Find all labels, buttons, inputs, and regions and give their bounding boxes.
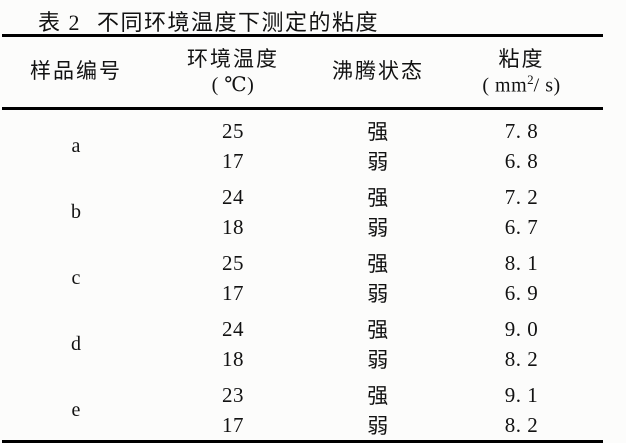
temperature-cell: 17 [222,412,244,437]
caption-label: 表 2 [38,10,82,35]
boiling-cell: 弱 [367,348,389,372]
sample-id-cell: b [71,200,81,223]
header-sample-id: 样品编号 [2,35,150,110]
boiling-cell: 弱 [367,150,389,174]
viscosity-cell: 6. 9 [504,280,539,305]
table-row: b 24 强 7. 2 [2,176,603,223]
table-row: 18 弱 6. 7 [2,212,603,242]
viscosity-cell: 9. 1 [504,382,539,407]
header-temperature-label: 环境温度 [187,47,279,72]
viscosity-cell: 8. 1 [504,250,539,275]
boiling-cell: 强 [367,186,389,210]
temperature-cell: 17 [222,148,244,173]
viscosity-cell: 7. 8 [504,118,539,143]
table-row: 17 弱 6. 9 [2,278,603,308]
boiling-cell: 强 [367,318,389,342]
header-temperature-unit: ( ℃) [211,73,255,96]
viscosity-cell: 9. 0 [504,316,539,341]
table-row: e 23 强 9. 1 [2,374,603,421]
boiling-cell: 强 [367,120,389,144]
viscosity-table: 样品编号 环境温度 ( ℃) 沸腾状态 粘度 ( mm2/ s) a 25 [2,34,603,443]
header-temperature: 环境温度 ( ℃) [150,35,316,110]
table-row: c 25 强 8. 1 [2,242,603,289]
viscosity-cell: 8. 2 [504,346,539,371]
caption-title: 不同环境温度下测定的粘度 [97,10,380,35]
table-body: a 25 强 7. 8 17 弱 6. 8 b 24 强 7. 2 18 弱 6… [2,109,603,442]
boiling-cell: 强 [367,252,389,276]
table-row: 18 弱 8. 2 [2,344,603,374]
temperature-cell: 25 [222,250,244,275]
sample-id-cell: a [71,134,81,157]
temperature-cell: 23 [222,382,244,407]
table-row: d 24 强 9. 0 [2,308,603,355]
boiling-cell: 弱 [367,282,389,306]
table-caption: 表 2 不同环境温度下测定的粘度 [0,0,626,35]
header-boiling-label: 沸腾状态 [332,59,424,84]
header-viscosity-label: 粘度 [498,46,545,71]
sample-id-cell: c [71,266,81,289]
viscosity-cell: 8. 2 [504,412,539,437]
boiling-cell: 强 [367,384,389,408]
temperature-cell: 24 [222,184,244,209]
temperature-cell: 25 [222,118,244,143]
header-viscosity-unit: ( mm2/ s) [440,72,603,98]
viscosity-unit-post: / s) [533,74,561,97]
table-header: 样品编号 环境温度 ( ℃) 沸腾状态 粘度 ( mm2/ s) [2,35,603,110]
temperature-cell: 18 [222,346,244,371]
temperature-cell: 18 [222,214,244,239]
viscosity-cell: 6. 7 [504,214,539,239]
header-boiling: 沸腾状态 [316,35,440,110]
boiling-cell: 弱 [367,414,389,438]
table-row: a 25 强 7. 8 [2,109,603,157]
sample-id-cell: d [71,332,81,355]
boiling-cell: 弱 [367,216,389,240]
header-sample-label: 样品编号 [30,59,122,84]
table-row: 17 弱 6. 8 [2,146,603,176]
sample-id-cell: e [71,398,81,421]
temperature-cell: 24 [222,316,244,341]
temperature-cell: 17 [222,280,244,305]
viscosity-unit-superscript: 2 [527,71,534,87]
viscosity-unit-pre: ( mm [482,74,528,97]
viscosity-cell: 6. 8 [504,148,539,173]
header-row: 样品编号 环境温度 ( ℃) 沸腾状态 粘度 ( mm2/ s) [2,35,603,110]
header-viscosity: 粘度 ( mm2/ s) [440,35,603,110]
viscosity-cell: 7. 2 [504,184,539,209]
